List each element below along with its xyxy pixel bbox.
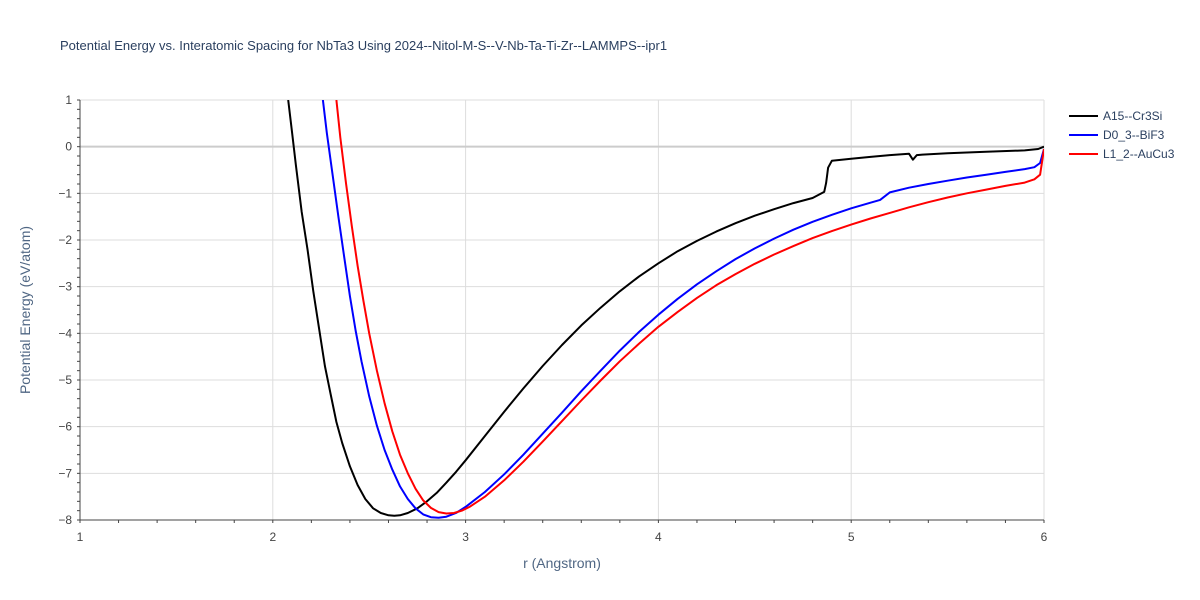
legend[interactable]: A15--Cr3Si D0_3--BiF3 L1_2--AuCu3 (1069, 109, 1175, 161)
y-tick-label: 1 (65, 93, 72, 107)
x-tick-label: 2 (269, 530, 276, 544)
legend-item[interactable]: D0_3--BiF3 (1069, 128, 1165, 142)
y-tick-label: −4 (58, 326, 72, 340)
x-tick-label: 5 (848, 530, 855, 544)
y-tick-label: −1 (58, 186, 72, 200)
y-tick-label: 0 (65, 140, 72, 154)
y-tick-label: −2 (58, 233, 72, 247)
series-lines (287, 100, 1044, 519)
y-tick-label: −6 (58, 420, 72, 434)
x-tick-label: 4 (655, 530, 662, 544)
series-line-A15--Cr3Si (287, 100, 1044, 517)
x-axis-title: r (Angstrom) (523, 555, 601, 571)
y-tick-labels: 1 0 −1 −2 −3 −4 −5 −6 −7 −8 (58, 93, 72, 527)
chart-title: Potential Energy vs. Interatomic Spacing… (60, 38, 667, 53)
x-tick-labels: 1 2 3 4 5 6 (77, 530, 1048, 544)
x-tick-label: 3 (462, 530, 469, 544)
y-tick-label: −8 (58, 513, 72, 527)
legend-label: L1_2--AuCu3 (1103, 147, 1175, 161)
legend-item[interactable]: A15--Cr3Si (1069, 109, 1162, 123)
x-tick-label: 1 (77, 530, 84, 544)
plot-area (77, 99, 1045, 523)
series-line-D0_3--BiF3 (321, 100, 1044, 519)
y-tick-label: −7 (58, 466, 72, 480)
legend-label: D0_3--BiF3 (1103, 128, 1165, 142)
y-axis-title: Potential Energy (eV/atom) (17, 226, 33, 394)
axes (77, 99, 1045, 523)
series-line-L1_2--AuCu3 (335, 100, 1044, 515)
y-tick-label: −5 (58, 373, 72, 387)
y-tick-label: −3 (58, 280, 72, 294)
x-tick-label: 6 (1041, 530, 1048, 544)
grid (80, 99, 1045, 520)
legend-label: A15--Cr3Si (1103, 109, 1162, 123)
legend-item[interactable]: L1_2--AuCu3 (1069, 147, 1175, 161)
